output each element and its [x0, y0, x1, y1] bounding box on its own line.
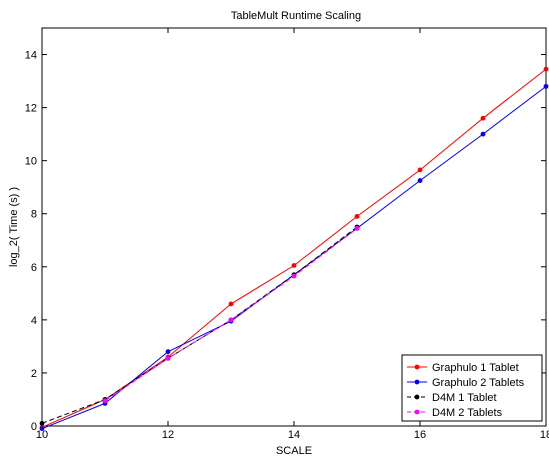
- x-tick-label: 16: [414, 429, 426, 441]
- x-tick-label: 12: [162, 429, 174, 441]
- y-tick-label: 6: [31, 262, 37, 274]
- legend-swatch-marker: [414, 364, 420, 370]
- legend: Graphulo 1 Tablet Graphulo 2 Tablets D4M 1…: [401, 354, 543, 422]
- data-point: [165, 349, 171, 355]
- data-point: [543, 66, 549, 72]
- legend-label: Graphulo 1 Tablet: [432, 362, 519, 374]
- series-layer: [39, 66, 549, 432]
- legend-swatch-marker: [414, 409, 420, 415]
- series-3: [102, 225, 360, 404]
- data-point: [102, 398, 108, 404]
- legend-box: [401, 354, 543, 422]
- chart-title: TableMult Runtime Scaling: [231, 10, 361, 22]
- x-tick-label: 18: [540, 429, 549, 441]
- data-point: [480, 115, 486, 121]
- x-tick-label: 10: [36, 429, 48, 441]
- data-point: [543, 83, 549, 89]
- data-point: [39, 426, 45, 432]
- legend-swatch-marker: [414, 394, 420, 400]
- data-point: [228, 317, 234, 323]
- series-line: [104, 227, 358, 402]
- y-tick-label: 2: [31, 368, 37, 380]
- legend-label: Graphulo 2 Tablets: [432, 377, 525, 389]
- data-point: [354, 225, 360, 231]
- data-point: [417, 178, 423, 183]
- data-point: [165, 355, 171, 361]
- y-tick-label: 4: [31, 315, 37, 327]
- y-tick-label: 12: [25, 103, 37, 115]
- data-point: [39, 420, 45, 426]
- x-tick-label: 14: [288, 429, 300, 441]
- y-tick-label: 14: [25, 50, 37, 62]
- y-axis-label: log_2( Time (s) ): [8, 187, 20, 267]
- y-tick-label: 10: [25, 156, 37, 168]
- y-tick-label: 8: [31, 209, 37, 221]
- legend-label: D4M 1 Tablet: [432, 392, 497, 404]
- x-axis-label: SCALE: [276, 445, 312, 457]
- y-tick-label: 0: [31, 421, 37, 433]
- data-point: [228, 301, 234, 307]
- data-point: [291, 273, 297, 279]
- data-point: [480, 131, 486, 137]
- legend-swatch-marker: [414, 379, 420, 385]
- data-point: [291, 263, 297, 268]
- data-point: [354, 213, 360, 219]
- data-point: [417, 167, 423, 173]
- legend-label: D4M 2 Tablets: [432, 407, 503, 419]
- axis-ticks: 10 12 14 16 18 0 2 4 6 8 10 12 14: [25, 28, 549, 441]
